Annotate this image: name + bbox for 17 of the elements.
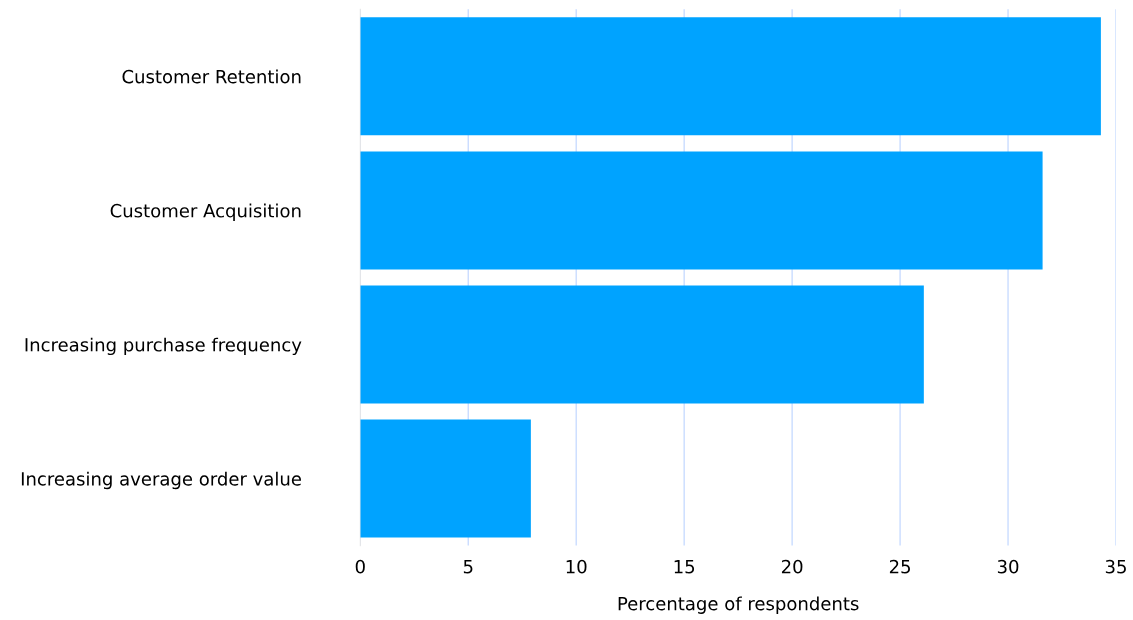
- y-tick-label: Customer Retention: [122, 69, 301, 84]
- bar: [360, 419, 531, 538]
- x-tick-label: 35: [1105, 559, 1126, 574]
- x-tick-label: 10: [566, 559, 587, 574]
- x-tick-label: 20: [781, 559, 803, 574]
- x-tick-label: 25: [889, 559, 910, 574]
- x-tick-label: 30: [997, 559, 1019, 574]
- bar: [360, 285, 924, 404]
- x-axis-title: Percentage of respondents: [618, 596, 859, 614]
- y-tick-label: Increasing purchase frequency: [25, 337, 302, 356]
- bar: [360, 151, 1043, 270]
- bar: [360, 17, 1101, 136]
- x-tick-label: 15: [674, 560, 695, 574]
- x-tick-label: 5: [463, 560, 473, 574]
- y-tick-label: Customer Acquisition: [110, 203, 301, 222]
- x-tick-label: 0: [355, 559, 365, 574]
- y-tick-label: Increasing average order value: [21, 471, 301, 490]
